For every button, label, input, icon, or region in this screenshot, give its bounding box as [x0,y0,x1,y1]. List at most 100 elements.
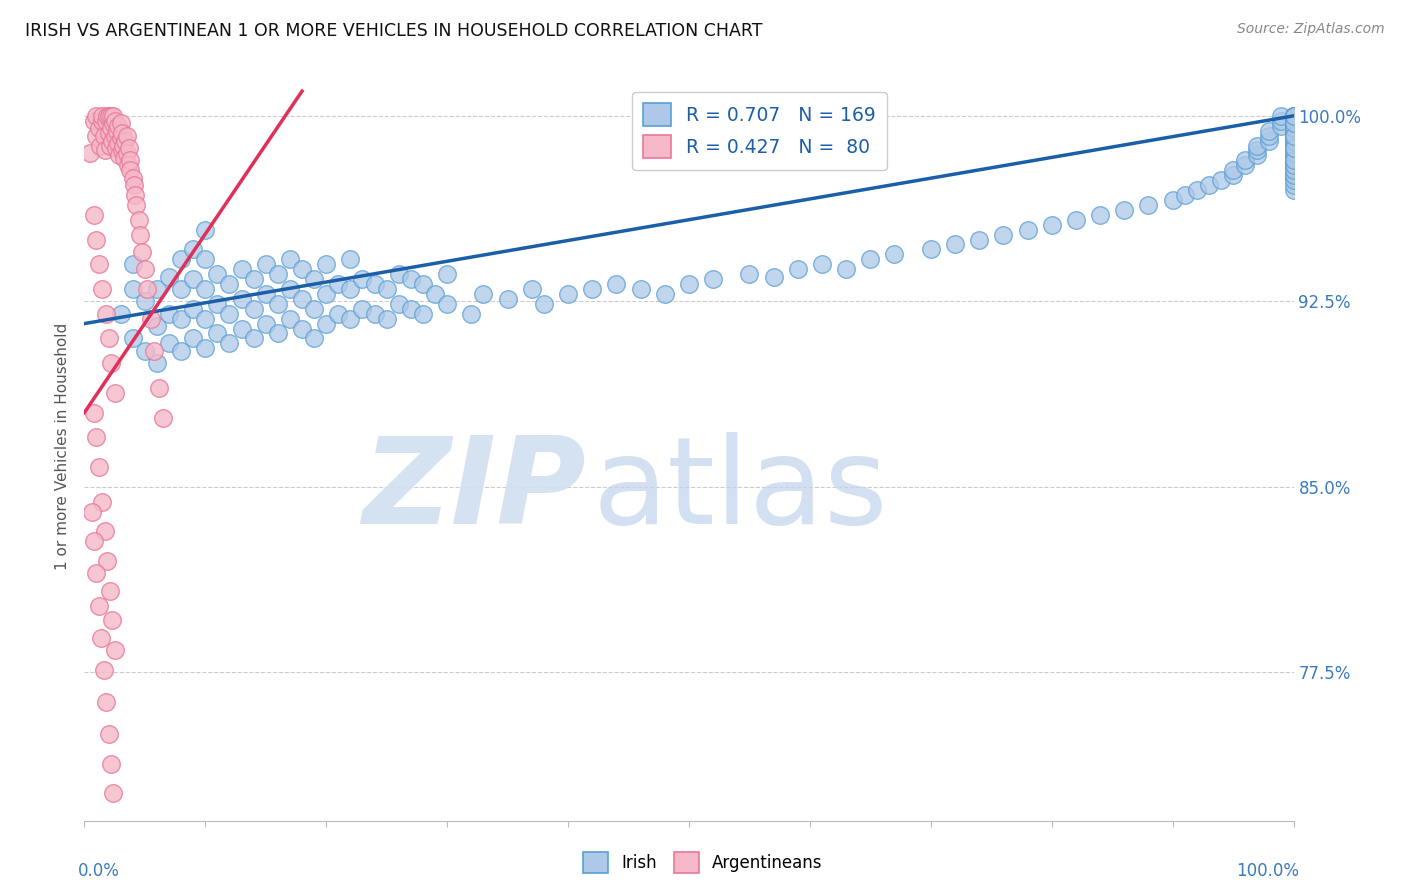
Point [786,262,808,277]
Point [148,381,170,395]
Point [1282,128,1305,143]
Point [110,307,132,321]
Point [1282,170,1305,185]
Point [97,126,120,140]
Point [1282,131,1305,145]
Point [1282,121,1305,136]
Point [1258,124,1281,138]
Point [134,262,156,277]
Point [1282,112,1305,126]
Point [83,113,105,128]
Point [207,267,229,281]
Point [1234,158,1257,172]
Point [107,119,129,133]
Point [1282,158,1305,172]
Point [278,252,301,267]
Point [1282,109,1305,123]
Point [231,292,253,306]
Point [104,385,127,400]
Legend: R = 0.707   N = 169, R = 0.427   N =  80: R = 0.707 N = 169, R = 0.427 N = 80 [631,92,887,169]
Legend: Irish, Argentineans: Irish, Argentineans [576,846,830,880]
Point [1282,178,1305,193]
Point [136,282,159,296]
Point [267,326,290,341]
Point [302,301,325,316]
Point [103,116,125,130]
Point [91,109,114,123]
Point [108,148,131,162]
Point [328,277,350,291]
Point [1017,222,1039,236]
Point [1137,198,1160,212]
Point [388,267,411,281]
Point [93,128,115,143]
Point [375,282,398,296]
Point [630,282,652,296]
Point [1282,134,1305,148]
Point [97,109,120,123]
Point [105,124,128,138]
Point [388,297,411,311]
Point [302,272,325,286]
Point [399,272,422,286]
Point [496,292,519,306]
Point [146,356,169,370]
Point [121,282,143,296]
Point [1282,141,1305,155]
Point [291,262,314,277]
Point [1282,119,1305,133]
Text: atlas: atlas [592,433,887,549]
Point [97,727,120,741]
Point [1282,109,1305,123]
Point [86,109,108,123]
Point [96,554,118,568]
Point [1282,158,1305,172]
Point [533,297,555,311]
Point [1282,156,1305,170]
Point [111,144,134,158]
Point [1174,188,1197,202]
Point [83,534,105,549]
Point [131,244,153,259]
Point [1185,183,1208,197]
Point [94,113,117,128]
Point [1282,109,1305,123]
Point [1270,109,1292,123]
Point [104,141,127,155]
Point [97,331,120,345]
Point [423,287,446,301]
Point [967,233,990,247]
Point [218,336,240,351]
Point [1282,161,1305,175]
Point [86,128,108,143]
Point [436,297,458,311]
Point [920,243,942,257]
Point [86,566,108,581]
Point [170,343,193,358]
Point [1282,173,1305,187]
Point [1258,134,1281,148]
Point [883,247,905,261]
Point [207,326,229,341]
Point [654,287,676,301]
Point [231,262,253,277]
Point [242,272,264,286]
Point [1198,178,1220,193]
Point [254,317,277,331]
Point [181,331,204,345]
Point [194,282,217,296]
Point [363,307,385,321]
Point [267,297,290,311]
Point [134,294,156,309]
Point [1282,151,1305,165]
Point [1161,193,1184,207]
Point [96,109,118,123]
Point [472,287,495,301]
Point [170,252,193,267]
Point [83,208,105,222]
Point [93,663,115,677]
Point [117,158,139,172]
Point [207,297,229,311]
Point [194,341,217,355]
Point [1209,173,1232,187]
